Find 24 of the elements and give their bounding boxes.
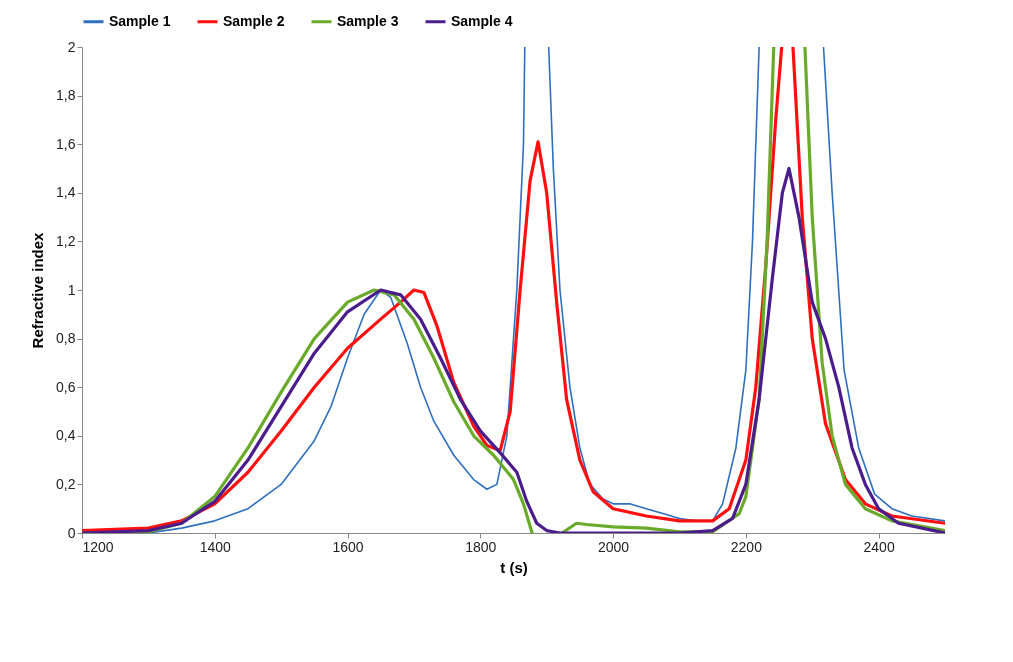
y-axis-title: Refractive index <box>29 231 47 349</box>
y-tick-label: 0 <box>67 524 76 541</box>
x-tick-label: 1600 <box>332 538 364 555</box>
legend-label: Sample 3 <box>337 12 399 29</box>
x-tick-label: 1200 <box>82 538 114 555</box>
x-tick-label: 2400 <box>863 538 895 555</box>
x-axis-title: t (s) <box>500 558 528 576</box>
legend-label: Sample 2 <box>223 12 285 29</box>
y-tick-label: 0,8 <box>56 330 76 347</box>
x-tick-label: 2200 <box>730 538 763 555</box>
x-tick-label: 2000 <box>598 538 630 555</box>
y-tick-label: 0,2 <box>56 475 76 492</box>
y-tick-label: 0,4 <box>56 427 76 444</box>
y-tick-label: 2 <box>67 38 76 55</box>
legend-label: Sample 4 <box>451 12 513 29</box>
x-tick-label: 1400 <box>199 538 232 555</box>
legend-label: Sample 1 <box>109 12 171 29</box>
y-tick-label: 1,2 <box>56 232 76 249</box>
y-tick-label: 0,6 <box>56 378 76 395</box>
y-tick-label: 1,8 <box>56 87 76 104</box>
y-tick-label: 1,6 <box>56 135 76 152</box>
x-tick-label: 1800 <box>465 538 497 555</box>
y-tick-label: 1,4 <box>56 184 76 201</box>
y-tick-label: 1 <box>67 281 76 298</box>
